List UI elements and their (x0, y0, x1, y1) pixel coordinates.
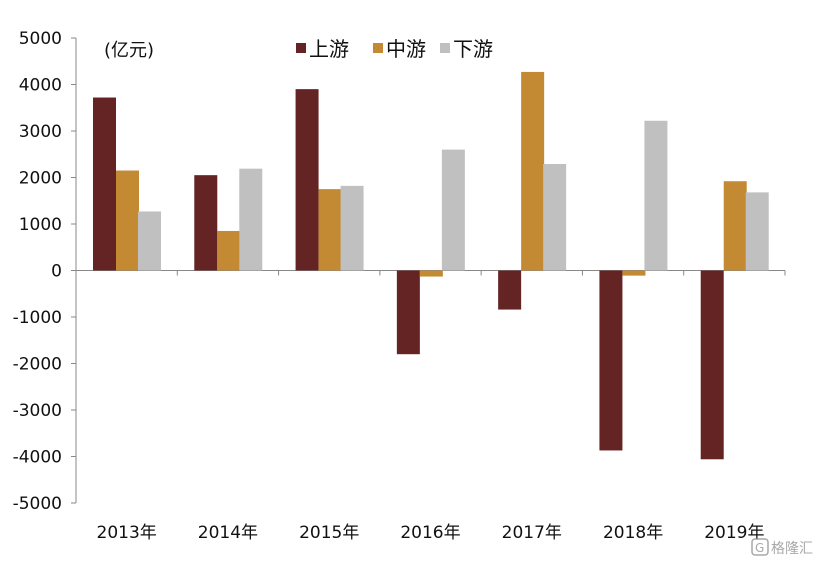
watermark-text: 格隆汇 (771, 541, 813, 557)
legend-label: 下游 (453, 37, 493, 61)
x-tick-label: 2016年 (400, 523, 460, 543)
bar (194, 175, 218, 271)
legend: 上游 中游 下游 (296, 37, 493, 61)
legend-label: 上游 (309, 37, 349, 61)
bar (700, 270, 724, 460)
watermark: G 格隆汇 (751, 538, 813, 557)
x-tick-label: 2015年 (299, 523, 359, 543)
bar (441, 149, 465, 271)
bar (396, 270, 420, 355)
bar (239, 168, 263, 271)
x-tick-labels: 2013年 2014年 2015年 2016年 2017年 2018年 2019年 (97, 523, 765, 543)
bar (745, 192, 769, 271)
y-tick-label: -5000 (13, 494, 62, 514)
y-axis-ticks: 5000 4000 3000 2000 1000 0 -1000 -2000 -3000 -400… (13, 29, 76, 514)
y-tick-label: 0 (51, 262, 62, 282)
bar (723, 181, 747, 271)
x-tick-label: 2018年 (603, 523, 663, 543)
y-tick-label: -4000 (13, 448, 62, 468)
legend-swatch (296, 43, 306, 53)
x-axis-ticks (75, 270, 786, 276)
x-tick-label: 2019年 (704, 523, 764, 543)
y-tick-label: -3000 (13, 401, 62, 421)
bar (93, 97, 116, 271)
x-tick-label: 2013年 (97, 523, 157, 543)
bar (340, 185, 364, 271)
x-tick-label: 2014年 (198, 523, 258, 543)
bar (138, 211, 161, 271)
y-tick-label: 3000 (19, 122, 62, 142)
bar (644, 120, 668, 271)
bar (622, 270, 646, 276)
y-tick-label: 2000 (19, 169, 62, 189)
legend-label: 中游 (386, 37, 426, 61)
unit-label: (亿元) (104, 40, 154, 61)
y-tick-label: -2000 (13, 355, 62, 375)
bar (217, 230, 241, 271)
watermark-logo-icon (751, 538, 769, 556)
legend-swatch (440, 43, 450, 53)
bar (318, 189, 342, 271)
bar (116, 170, 139, 271)
bar (543, 164, 567, 271)
watermark-logo-glyph: G (755, 541, 764, 555)
bar (521, 71, 545, 271)
bar (419, 270, 443, 277)
bar (599, 270, 623, 451)
legend-swatch (373, 43, 383, 53)
y-tick-label: -1000 (13, 308, 62, 328)
y-tick-label: 5000 (19, 29, 62, 49)
bar (498, 270, 522, 310)
x-tick-label: 2017年 (502, 523, 562, 543)
y-tick-label: 1000 (19, 215, 62, 235)
bars (93, 71, 769, 460)
y-tick-label: 4000 (19, 76, 62, 96)
bar (295, 89, 319, 271)
